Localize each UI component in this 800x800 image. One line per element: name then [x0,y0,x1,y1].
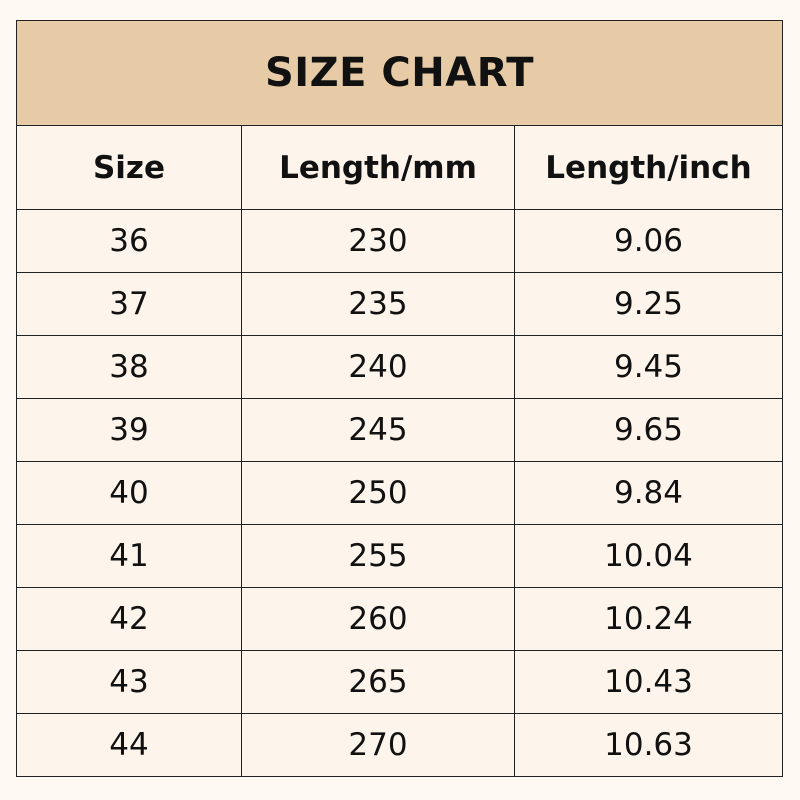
size-cell: 39 [16,398,242,462]
length-mm-cell: 260 [241,587,515,651]
length-mm-cell: 265 [241,650,515,714]
size-cell: 41 [16,524,242,588]
table-row: 41 255 10.04 [16,524,783,588]
table-row: 40 250 9.84 [16,461,783,525]
table-row: 37 235 9.25 [16,272,783,336]
size-cell: 37 [16,272,242,336]
column-header-length-inch: Length/inch [514,125,783,210]
size-chart-table: SIZE CHART Size Length/mm Length/inch 36… [16,20,783,777]
length-inch-cell: 9.25 [514,272,783,336]
length-mm-cell: 255 [241,524,515,588]
size-cell: 43 [16,650,242,714]
length-mm-cell: 250 [241,461,515,525]
length-inch-cell: 9.45 [514,335,783,399]
table-row: 36 230 9.06 [16,209,783,273]
length-inch-cell: 10.43 [514,650,783,714]
length-mm-cell: 270 [241,713,515,777]
table-row: 39 245 9.65 [16,398,783,462]
length-inch-cell: 10.63 [514,713,783,777]
table-row: 38 240 9.45 [16,335,783,399]
length-mm-cell: 245 [241,398,515,462]
length-inch-cell: 10.04 [514,524,783,588]
length-inch-cell: 9.06 [514,209,783,273]
header-row: Size Length/mm Length/inch [16,125,783,210]
size-cell: 40 [16,461,242,525]
table-title: SIZE CHART [16,20,783,126]
length-mm-cell: 230 [241,209,515,273]
size-cell: 36 [16,209,242,273]
size-cell: 42 [16,587,242,651]
table-row: 44 270 10.63 [16,713,783,777]
length-inch-cell: 9.65 [514,398,783,462]
column-header-length-mm: Length/mm [241,125,515,210]
length-inch-cell: 10.24 [514,587,783,651]
size-cell: 44 [16,713,242,777]
length-mm-cell: 235 [241,272,515,336]
length-mm-cell: 240 [241,335,515,399]
column-header-size: Size [16,125,242,210]
table-row: 43 265 10.43 [16,650,783,714]
table-row: 42 260 10.24 [16,587,783,651]
size-cell: 38 [16,335,242,399]
length-inch-cell: 9.84 [514,461,783,525]
